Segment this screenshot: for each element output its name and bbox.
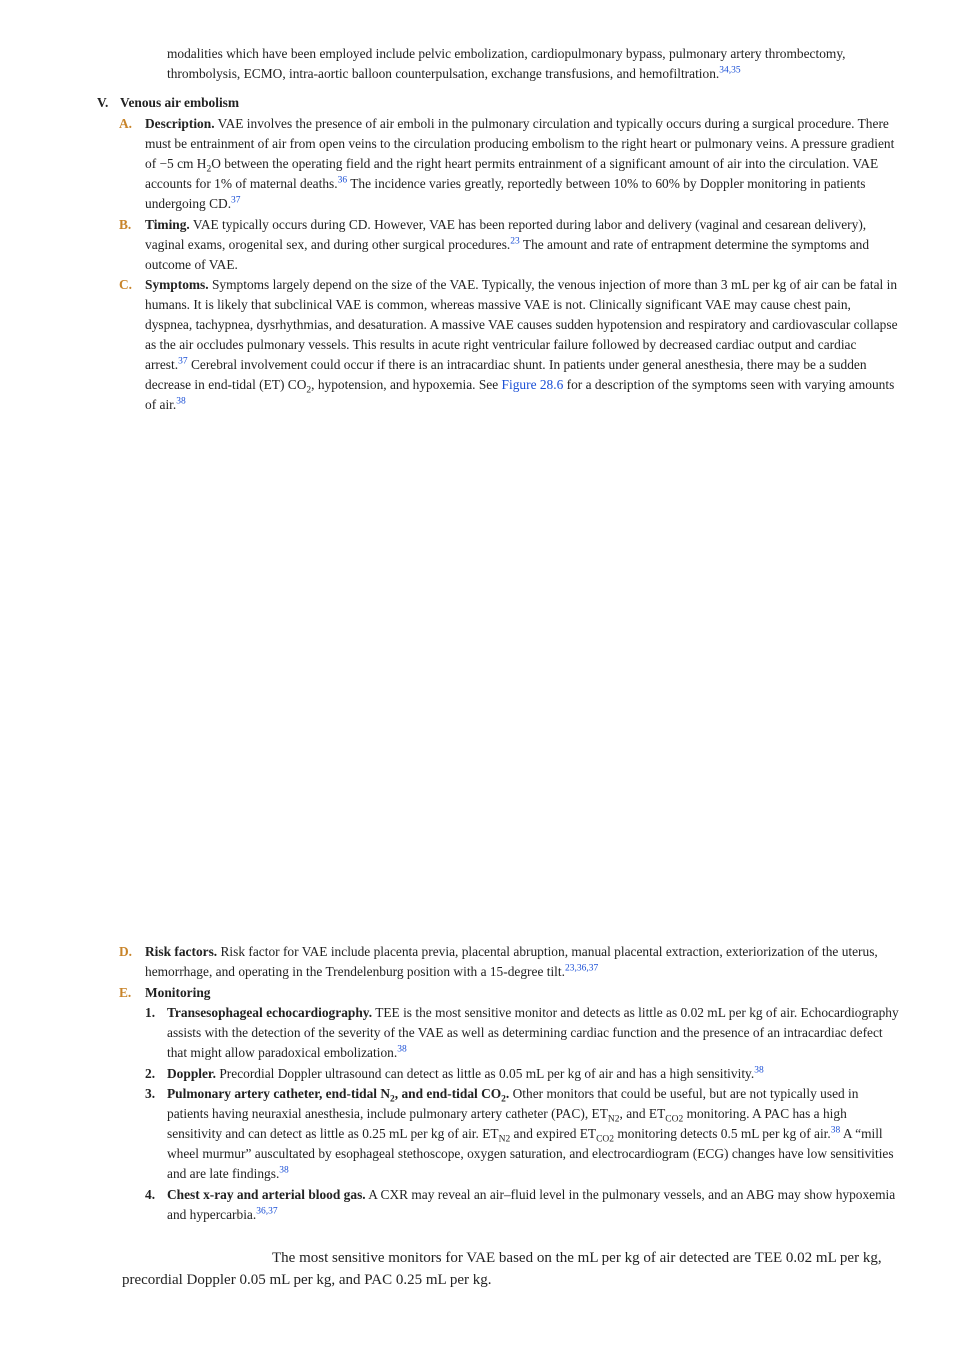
callout-text: The most sensitive monitors for VAE base…: [122, 1250, 882, 1288]
item-heading: Doppler.: [167, 1066, 216, 1081]
reference-link[interactable]: 23,36,37: [564, 963, 599, 974]
reference-link[interactable]: 38: [397, 1044, 407, 1055]
item-number: 3.: [145, 1086, 156, 1101]
item-heading: Risk factors.: [145, 944, 218, 959]
monitoring-item-tee: 1. Transesophageal echocardiography. TEE…: [145, 1005, 899, 1060]
item-heading: Symptoms.: [145, 277, 209, 292]
section-title: Venous air embolism: [120, 95, 240, 110]
item-marker: C.: [119, 277, 133, 292]
item-heading: Chest x-ray and arterial blood gas.: [167, 1187, 366, 1202]
item-heading: Timing.: [145, 217, 190, 232]
item-heading: Description.: [145, 116, 215, 131]
continuation-paragraph: modalities which have been employed incl…: [0, 44, 953, 84]
reference-link[interactable]: 34,35: [719, 65, 741, 76]
reference-link[interactable]: 38: [754, 1065, 764, 1076]
reference-link[interactable]: 36: [337, 175, 348, 186]
item-number: 4.: [145, 1187, 156, 1202]
reference-link[interactable]: 38: [279, 1165, 289, 1176]
item-heading: Pulmonary artery catheter, end-tidal N2,…: [167, 1086, 510, 1105]
figure-link[interactable]: Figure 28.6: [501, 377, 564, 392]
section-number: V.: [97, 95, 109, 110]
item-marker: D.: [119, 944, 133, 959]
monitoring-item-cxr-abg: 4. Chest x-ray and arterial blood gas. A…: [145, 1187, 896, 1222]
reference-link[interactable]: 23: [510, 236, 520, 247]
section-heading: V. Venous air embolism: [0, 93, 953, 113]
item-marker: A.: [119, 116, 133, 131]
item-b-timing: B. Timing. VAE typically occurs during C…: [119, 217, 870, 272]
item-marker: E.: [119, 985, 132, 1000]
item-heading: Transesophageal echocardiography.: [167, 1005, 373, 1020]
item-number: 1.: [145, 1005, 156, 1020]
reference-link[interactable]: 36,37: [256, 1206, 278, 1217]
monitoring-item-doppler: 2. Doppler. Precordial Doppler ultrasoun…: [0, 1064, 953, 1084]
item-e-monitoring: E. Monitoring: [0, 983, 953, 1003]
monitoring-item-pac: 3. Pulmonary artery catheter, end-tidal …: [145, 1086, 894, 1181]
item-d-risk-factors: D. Risk factors. Risk factor for VAE inc…: [119, 944, 878, 979]
item-marker: B.: [119, 217, 132, 232]
key-point-callout: The most sensitive monitors for VAE base…: [122, 1247, 893, 1291]
continuation-text: modalities which have been employed incl…: [167, 46, 846, 81]
reference-link[interactable]: 38: [176, 396, 186, 407]
item-number: 2.: [145, 1066, 156, 1081]
reference-link[interactable]: 37: [231, 195, 241, 206]
item-a-description: A. Description. VAE involves the presenc…: [119, 116, 895, 211]
reference-link[interactable]: 38: [830, 1125, 841, 1136]
reference-link[interactable]: 37: [178, 356, 188, 367]
item-c-symptoms: C. Symptoms. Symptoms largely depend on …: [119, 277, 898, 412]
item-heading: Monitoring: [145, 985, 211, 1000]
